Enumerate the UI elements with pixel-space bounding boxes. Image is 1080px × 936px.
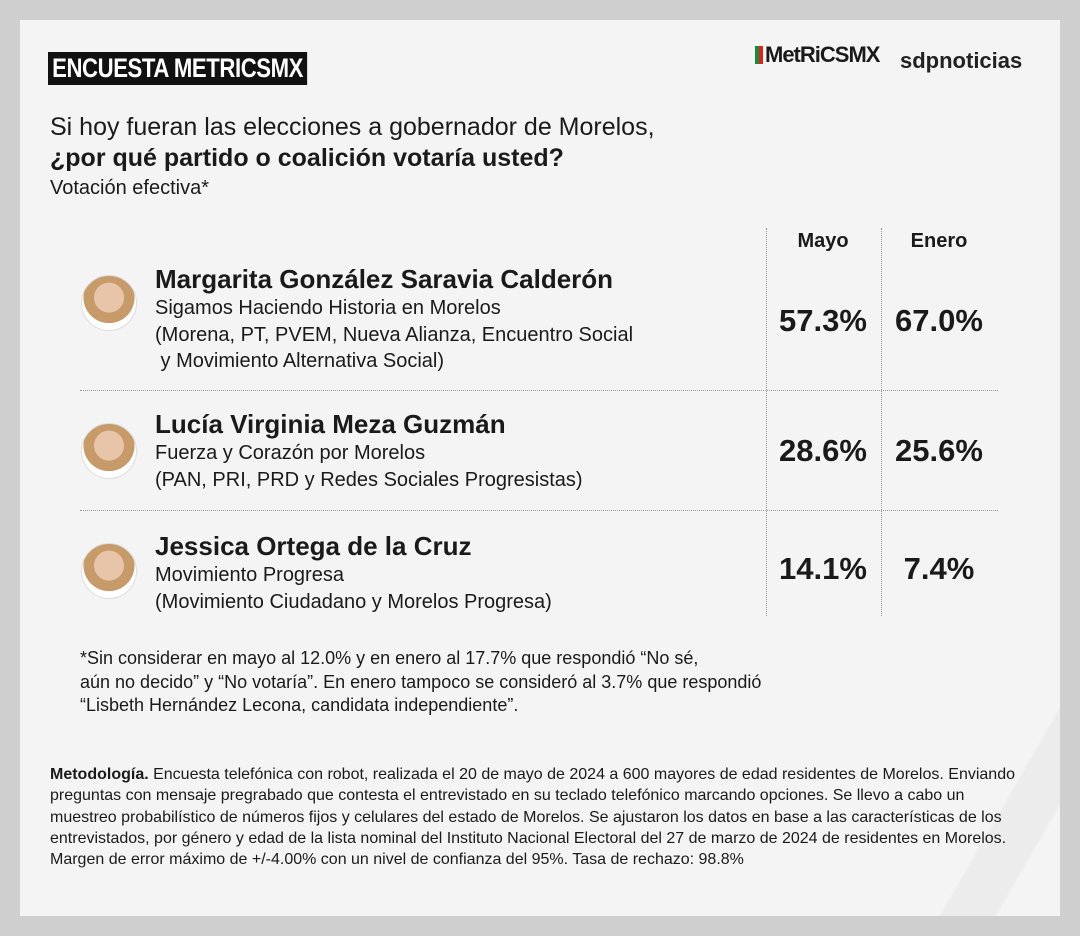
candidate-photo bbox=[81, 275, 137, 331]
value-mayo: 14.1% bbox=[779, 551, 867, 586]
question-subtitle: Votación efectiva* bbox=[50, 177, 209, 199]
poll-card: ENCUESTA METRICSMX MetRiCSMX sdpnoticias… bbox=[20, 20, 1060, 916]
candidate-name: Jessica Ortega de la Cruz bbox=[155, 531, 472, 561]
decorative-stripe bbox=[920, 656, 1060, 916]
candidate-coalition: Movimiento Progresa bbox=[155, 564, 344, 586]
column-header-mayo: Mayo bbox=[797, 230, 849, 252]
footnote: *Sin considerar en mayo al 12.0% y en en… bbox=[80, 648, 762, 715]
survey-tag: ENCUESTA METRICSMX bbox=[48, 52, 308, 85]
candidate-coalition: Sigamos Haciendo Historia en Morelos bbox=[155, 297, 501, 319]
value-enero: 25.6% bbox=[895, 433, 983, 468]
candidate-name: Lucía Virginia Meza Guzmán bbox=[155, 409, 506, 439]
candidate-photo bbox=[81, 423, 137, 479]
methodology-label: Metodología. bbox=[50, 766, 149, 783]
column-divider bbox=[766, 228, 767, 616]
value-enero: 7.4% bbox=[903, 551, 975, 586]
methodology: Metodología. Encuesta telefónica con rob… bbox=[50, 764, 1030, 870]
column-header-enero: Enero bbox=[910, 230, 968, 252]
column-divider bbox=[881, 228, 882, 616]
value-mayo: 28.6% bbox=[779, 433, 867, 468]
candidate-name: Margarita González Saravia Calderón bbox=[155, 264, 614, 294]
metricsmx-logo-text: MetRiCSMX bbox=[765, 42, 880, 67]
sdpnoticias-logo: sdpnoticias bbox=[900, 48, 1023, 73]
row-divider bbox=[80, 390, 998, 391]
question-line-1: Si hoy fueran las elecciones a gobernado… bbox=[50, 113, 655, 141]
value-enero: 67.0% bbox=[895, 303, 983, 338]
candidate-parties: (PAN, PRI, PRD y Redes Sociales Progresi… bbox=[155, 468, 583, 491]
question-line-2: ¿por qué partido o coalición votaría ust… bbox=[50, 144, 564, 172]
methodology-text: Encuesta telefónica con robot, realizada… bbox=[50, 766, 1015, 869]
candidate-coalition: Fuerza y Corazón por Morelos bbox=[155, 442, 426, 464]
value-mayo: 57.3% bbox=[779, 303, 867, 338]
metricsmx-logo: MetRiCSMX bbox=[755, 42, 880, 68]
candidate-parties: (Morena, PT, PVEM, Nueva Alianza, Encuen… bbox=[155, 323, 634, 373]
candidate-photo bbox=[81, 543, 137, 599]
candidate-parties: (Movimiento Ciudadano y Morelos Progresa… bbox=[155, 590, 552, 613]
row-divider bbox=[80, 510, 998, 511]
